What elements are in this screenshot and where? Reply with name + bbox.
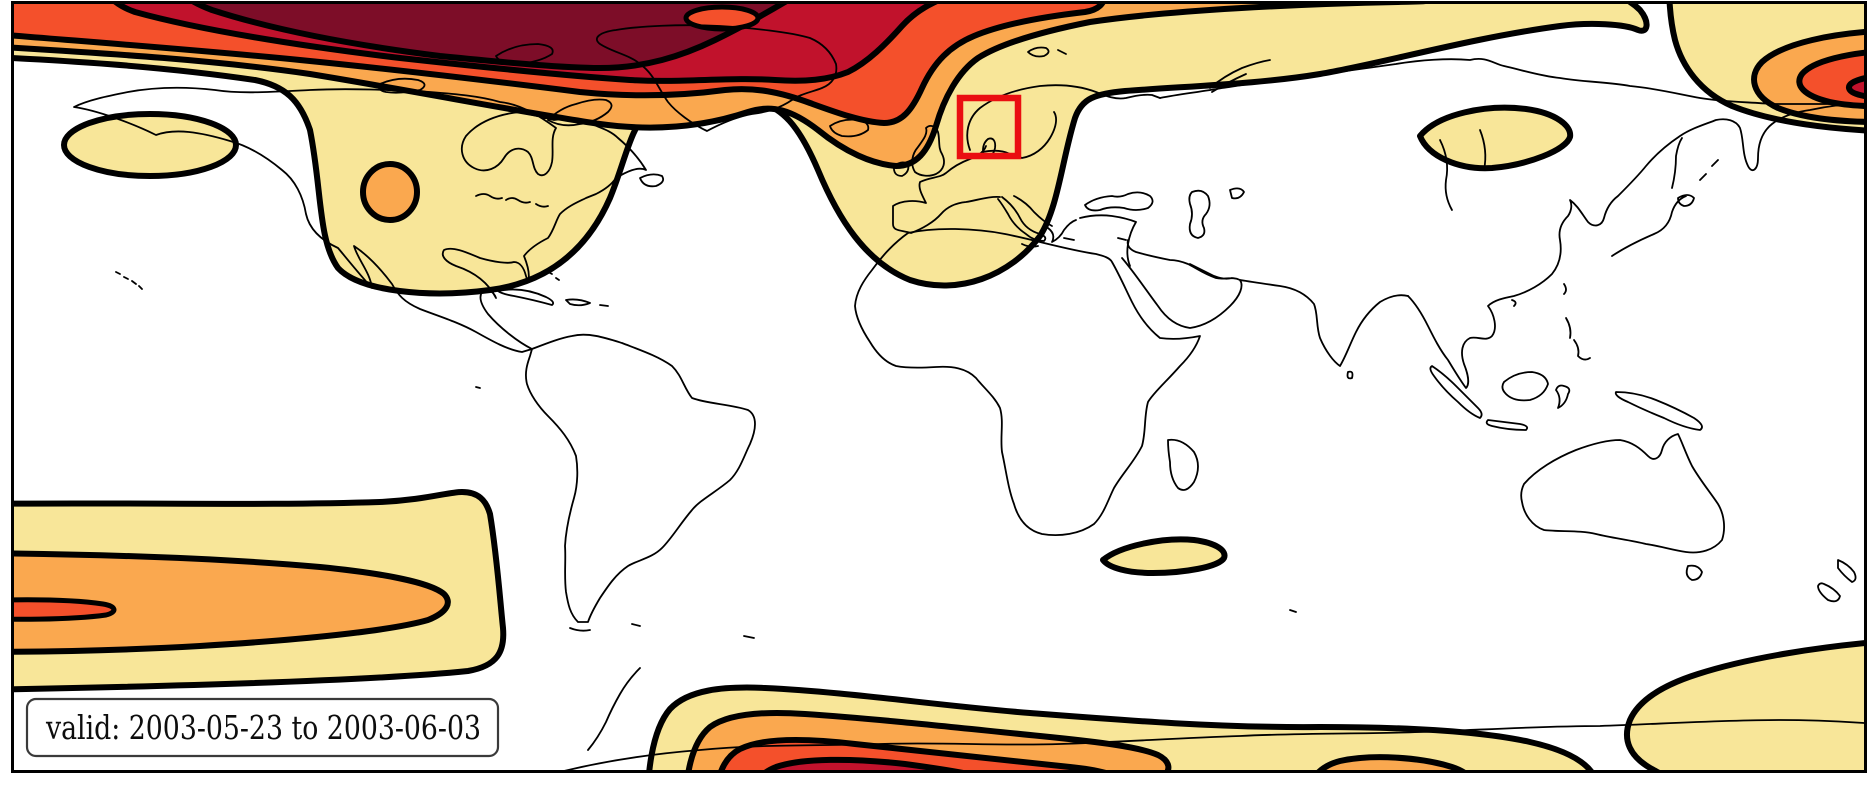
contour-core-orangered-greenland [683,4,761,32]
coastline-new-guinea [1614,391,1703,431]
coastline-scandinavia [966,84,1161,159]
coastline-australia [1520,433,1725,554]
coastline-greenland [595,24,838,132]
coastline-caspian [1188,187,1245,239]
contour-core-orange-usa [360,161,420,223]
coastline-iceland [829,118,870,138]
coastline-ellesmere-island [495,43,554,65]
coastline-madagascar [1167,438,1199,491]
coastline-svalbard [1027,46,1067,58]
coastline-africa [854,228,1201,537]
coastline-arabia [1121,239,1243,329]
contour-band-maroon-arctic [191,4,788,71]
coastline-baffin-island [547,98,613,127]
contour-band-orangered-bering [1796,49,1864,109]
coastline-uk [911,125,945,177]
contour-band-yellow-southeast [1624,640,1864,770]
coastline-taiwan-hainan [1511,283,1567,307]
coastline-india [1239,279,1409,380]
coastline-cuba-hispaniola [497,288,609,307]
coastline-borneo [1501,371,1549,402]
coastline-tasmania [1685,564,1703,581]
contour-core-crimson-bering [1846,75,1864,99]
coastline-south-america [525,333,756,623]
contour-blob-yellow-siberia [1417,104,1574,172]
figure-frame [11,1,1867,773]
coastline-philippines [1565,317,1591,361]
valid-label: valid: 2003-05-23 to 2003-06-03 [25,697,500,758]
coastline-galapagos-dot [475,386,481,389]
coastline-japan [1611,137,1719,257]
coastlines [73,24,1864,770]
coastline-great-lakes [475,193,549,208]
coastline-sulawesi [1555,384,1571,409]
region-highlight-box [956,94,1022,160]
coastline-victoria-island [377,77,426,94]
contour-blob-yellow-aleutians [61,111,239,179]
contour-core-crimson-antarctic [764,756,964,770]
coastline-ireland [893,161,910,177]
coastline-siberia-arctic [1159,58,1864,105]
coastline-tierra-del-fuego [569,623,755,639]
coastline-italy-balkans [997,195,1077,248]
coastline-north-america [73,86,647,353]
coastline-turkey-levant [1079,214,1137,267]
valid-label-text: valid: 2003-05-23 to 2003-06-03 [45,708,481,747]
coastline-east-asia [1407,103,1864,389]
coastline-sumatra-java [1429,365,1529,431]
coastline-black-sea [1084,191,1154,212]
valid-label-box [25,697,500,758]
coastline-bahamas-dots [547,271,560,281]
coastline-antarctica [564,609,1864,770]
contour-blob-yellow-satlantic [1100,536,1228,576]
contour-blob-orange-antarctic-east [1316,754,1466,770]
coastline-newfoundland [639,173,665,188]
coastline-hawaii-dots [115,271,143,290]
contour-band-orange-spacific [14,550,451,655]
contour-core-orangered-spacific [14,597,117,622]
coastline-new-zealand [1817,559,1857,603]
coastline-siberia-rivers [1439,129,1487,211]
coastline-novaya-zemlya [1209,59,1271,93]
